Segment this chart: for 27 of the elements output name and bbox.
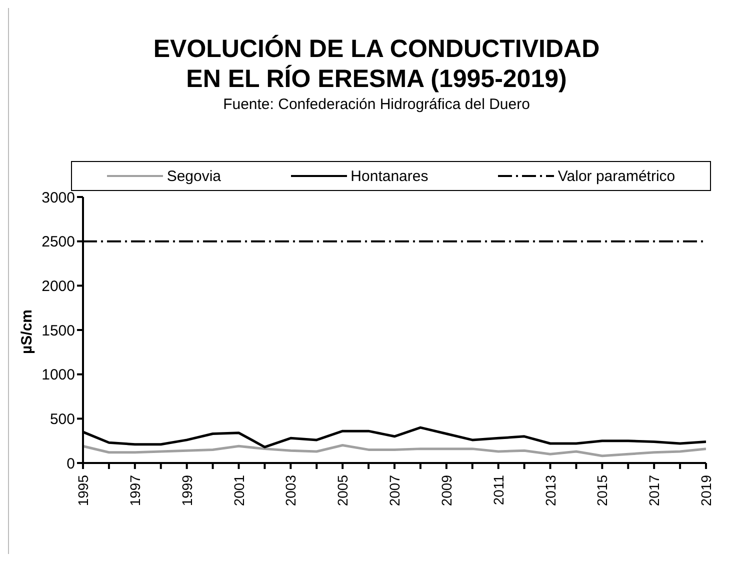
x-tick-label: 2019: [698, 474, 714, 506]
y-tick-label: 2000: [42, 278, 75, 295]
line-series: [83, 444, 706, 458]
legend-label: Hontanares: [350, 168, 428, 184]
y-tick-label: 0: [66, 455, 75, 472]
y-tick-label: 3000: [42, 189, 75, 206]
legend-label: Valor paramétrico: [558, 168, 676, 184]
x-tick-label: 1997: [126, 474, 143, 506]
x-tick-label: 2009: [438, 474, 454, 506]
x-tick-label: 1999: [178, 474, 195, 506]
chart-title: EVOLUCIÓN DE LA CONDUCTIVIDAD EN EL RÍO ERESMA (1995-2019): [152, 34, 601, 94]
x-tick-label: 2001: [230, 474, 247, 506]
x-tick-label: 1995: [75, 474, 91, 506]
x-tick-label: 2011: [490, 474, 506, 506]
y-axis-title: µS/cm: [18, 310, 36, 354]
y-tick-label: 1000: [42, 366, 75, 384]
y-tick-label: 2500: [42, 234, 75, 251]
x-tick-label: 2007: [386, 474, 402, 506]
x-tick-label: 2017: [646, 474, 662, 506]
x-tick-label: 2015: [594, 474, 610, 506]
legend-label: Segovia: [166, 168, 222, 184]
x-tick-label: 2005: [334, 474, 351, 506]
y-tick-label: 1500: [42, 322, 75, 340]
y-tick-label: 500: [50, 410, 75, 428]
chart-subtitle: Fuente: Confederación Hidrográfica del Duero: [222, 96, 531, 113]
x-tick-label: 2003: [282, 474, 299, 506]
x-tick-label: 2013: [542, 474, 558, 506]
